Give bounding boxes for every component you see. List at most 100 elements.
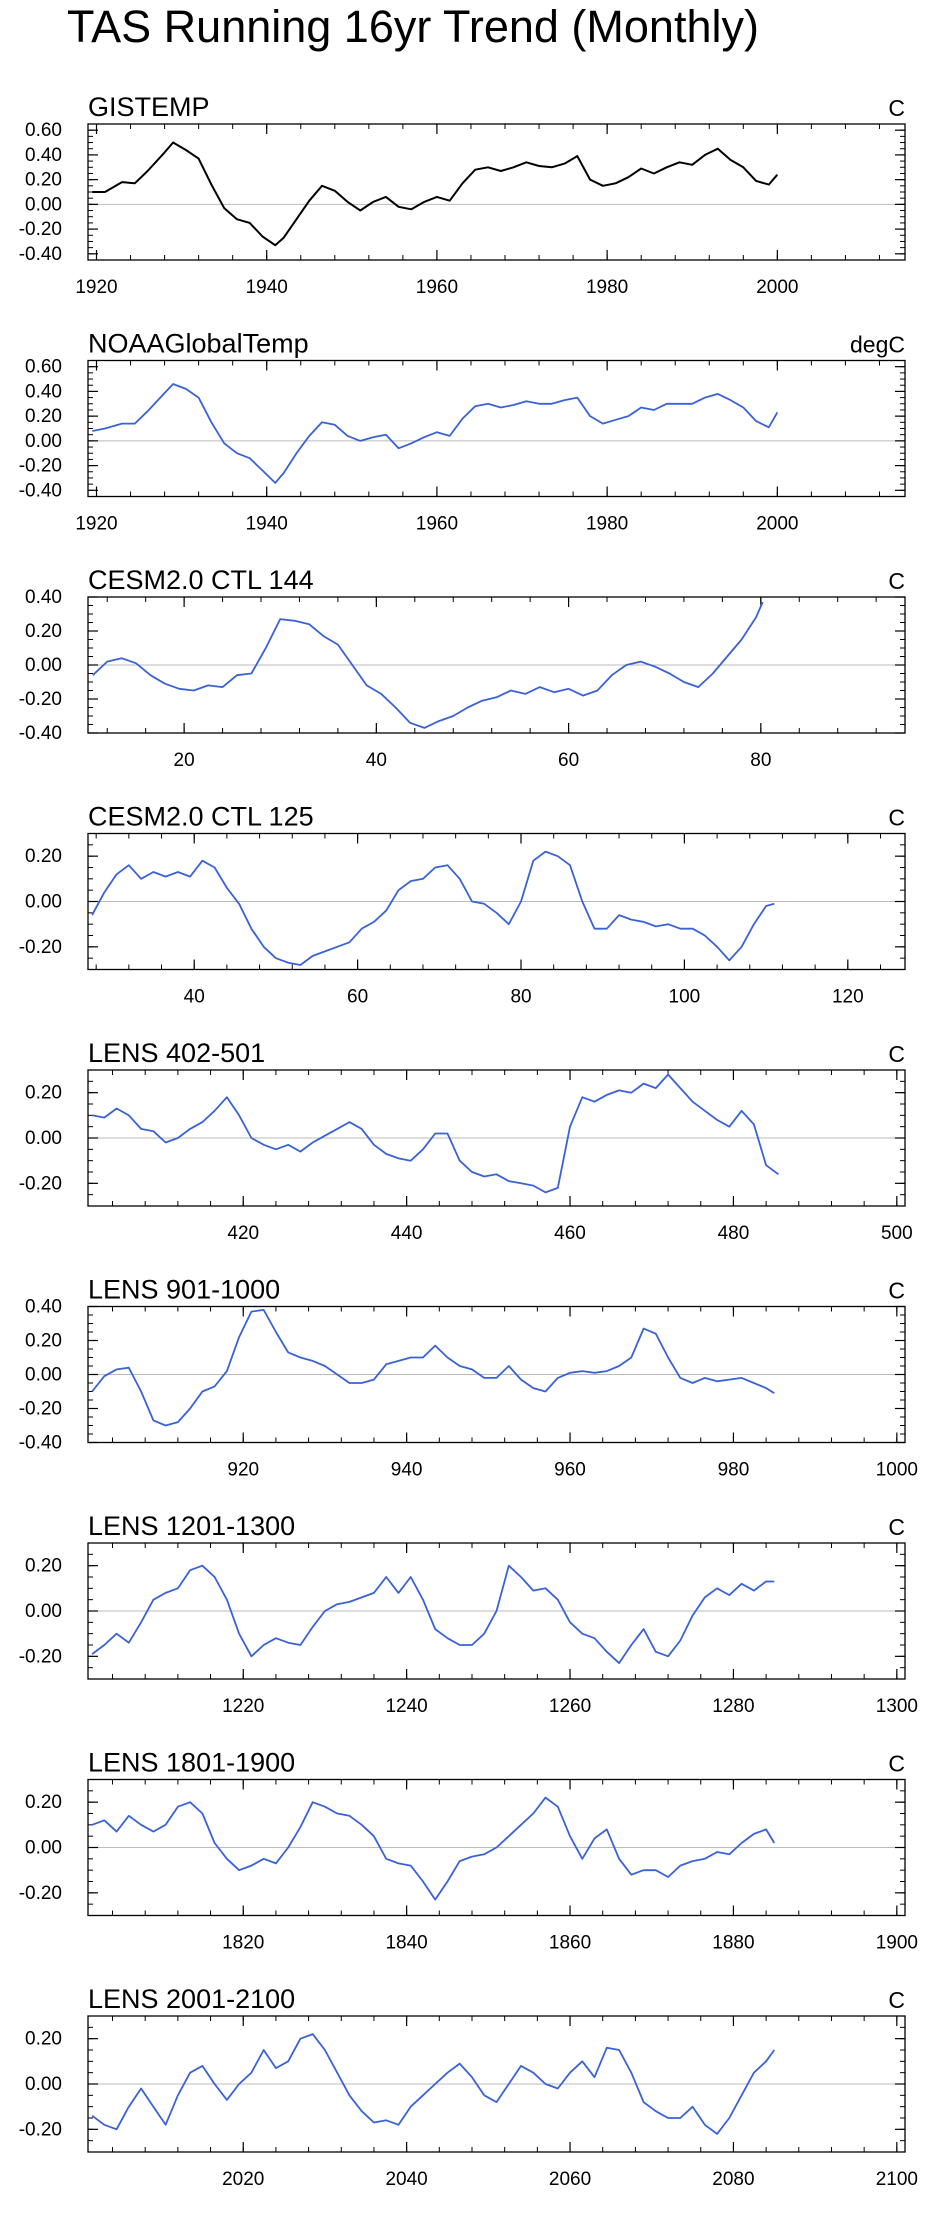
series-line [91, 850, 775, 966]
plot-frame [87, 123, 906, 261]
x-tick-label: 1920 [75, 277, 117, 298]
x-tick-label: 420 [227, 1223, 259, 1244]
series-line [92, 383, 779, 484]
y-tick-label: 0.00 [25, 892, 62, 913]
x-tick-label: 940 [391, 1460, 423, 1481]
y-tick-label: 0.00 [25, 1365, 62, 1386]
plot-frame [87, 832, 906, 971]
y-tick-label: 0.40 [25, 587, 62, 608]
x-tick-label: 1960 [416, 514, 458, 535]
plot-frame [87, 596, 906, 734]
x-tick-label: 1960 [416, 277, 458, 298]
plot-frame [87, 359, 906, 498]
panel-title: CESM2.0 CTL 125 [88, 802, 314, 832]
panel-5: 420 440 460 480 500 -0.20 0.00 0.20 LENS 402-501… [19, 1038, 913, 1244]
x-tick-label: 440 [391, 1223, 423, 1244]
panel-units: C [888, 1987, 905, 2013]
y-tick-label: 0.00 [25, 655, 62, 676]
panel-title: LENS 901-1000 [88, 1275, 280, 1305]
x-tick-label: 40 [366, 750, 387, 771]
y-tick-label: 0.20 [25, 1556, 62, 1577]
y-tick-label: 0.20 [25, 170, 62, 191]
y-tick-label: -0.20 [19, 689, 62, 710]
plot-frame [87, 1778, 906, 1917]
y-tick-label: 0.20 [25, 1792, 62, 1813]
panel-units: C [888, 1041, 905, 1067]
y-tick-label: -0.40 [19, 480, 62, 501]
series-line [91, 1796, 776, 1901]
x-tick-label: 1940 [246, 277, 288, 298]
x-tick-label: 1880 [712, 1933, 754, 1954]
x-tick-label: 120 [832, 987, 864, 1008]
x-tick-label: 2020 [222, 2169, 264, 2190]
x-tick-label: 480 [718, 1223, 750, 1244]
x-tick-label: 960 [554, 1460, 586, 1481]
y-tick-label: -0.20 [19, 1883, 62, 1904]
panel-units: degC [850, 332, 905, 358]
panels: 1920 1940 1960 1980 2000 -0.40 -0.20 0.00 0.20 0.… [19, 92, 918, 2190]
y-tick-label: 0.60 [25, 120, 62, 141]
x-tick-label: 2100 [876, 2169, 918, 2190]
panel-4: 40 60 80 100 120 -0.20 0.00 0.20 CESM2.0 CTL 125… [19, 802, 906, 1008]
x-tick-label: 980 [718, 1460, 750, 1481]
x-tick-label: 1940 [246, 514, 288, 535]
y-tick-label: 0.00 [25, 1601, 62, 1622]
panel-units: C [888, 1514, 905, 1540]
y-tick-label: -0.40 [19, 723, 62, 744]
panel-title: NOAAGlobalTemp [88, 329, 309, 359]
y-tick-label: -0.20 [19, 219, 62, 240]
plot-frame [87, 1542, 906, 1680]
y-tick-label: 0.40 [25, 145, 62, 166]
series-line [92, 601, 764, 729]
series-line [91, 1309, 775, 1427]
x-tick-label: 40 [184, 987, 205, 1008]
series-line [91, 1564, 775, 1664]
panel-9: 2020 2040 2060 2080 2100 -0.20 0.00 0.20 LENS 20… [19, 1984, 918, 2190]
y-tick-label: 0.20 [25, 1331, 62, 1352]
x-tick-label: 920 [227, 1460, 259, 1481]
panel-units: C [888, 95, 905, 121]
y-tick-label: 0.20 [25, 406, 62, 427]
panel-6: 920 940 960 980 1000 -0.40 -0.20 0.00 0.20 0.40 LE… [19, 1275, 918, 1481]
panel-title: LENS 402-501 [88, 1038, 265, 1068]
x-tick-label: 1260 [549, 1696, 591, 1717]
panel-units: C [888, 805, 905, 831]
x-tick-label: 1820 [222, 1933, 264, 1954]
y-tick-label: 0.00 [25, 2074, 62, 2095]
x-tick-label: 1300 [876, 1696, 918, 1717]
y-tick-label: -0.20 [19, 2119, 62, 2140]
panel-title: LENS 1801-1900 [88, 1748, 295, 1778]
series-line [92, 141, 779, 247]
y-tick-label: -0.40 [19, 1433, 62, 1454]
y-tick-label: -0.20 [19, 1646, 62, 1667]
panel-1: 1920 1940 1960 1980 2000 -0.40 -0.20 0.00 0.20 0.… [19, 92, 906, 298]
x-tick-label: 100 [669, 987, 701, 1008]
x-tick-label: 60 [558, 750, 579, 771]
series-line [91, 1073, 779, 1194]
x-tick-label: 460 [554, 1223, 586, 1244]
x-tick-label: 2000 [756, 277, 798, 298]
panel-units: C [888, 1278, 905, 1304]
x-tick-label: 500 [881, 1223, 913, 1244]
x-tick-label: 1220 [222, 1696, 264, 1717]
panel-8: 1820 1840 1860 1880 1900 -0.20 0.00 0.20 LENS 18… [19, 1748, 918, 1954]
y-tick-label: 0.20 [25, 1083, 62, 1104]
panel-title: CESM2.0 CTL 144 [88, 565, 314, 595]
x-tick-label: 1240 [385, 1696, 427, 1717]
x-tick-label: 2080 [712, 2169, 754, 2190]
y-tick-label: 0.40 [25, 1297, 62, 1318]
y-tick-label: 0.60 [25, 357, 62, 378]
y-tick-label: 0.20 [25, 2029, 62, 2050]
panel-units: C [888, 1751, 905, 1777]
x-tick-label: 1980 [586, 514, 628, 535]
y-tick-label: 0.00 [25, 1128, 62, 1149]
x-tick-label: 2060 [549, 2169, 591, 2190]
x-tick-label: 1980 [586, 277, 628, 298]
x-tick-label: 60 [347, 987, 368, 1008]
series-line [91, 2033, 776, 2135]
x-tick-label: 1920 [75, 514, 117, 535]
panel-3: 20 40 60 80 -0.40 -0.20 0.00 0.20 0.40 CESM2.0 CT… [19, 565, 906, 771]
x-tick-label: 1840 [385, 1933, 427, 1954]
panel-7: 1220 1240 1260 1280 1300 -0.20 0.00 0.20 LENS 12… [19, 1511, 918, 1717]
x-tick-label: 2040 [385, 2169, 427, 2190]
